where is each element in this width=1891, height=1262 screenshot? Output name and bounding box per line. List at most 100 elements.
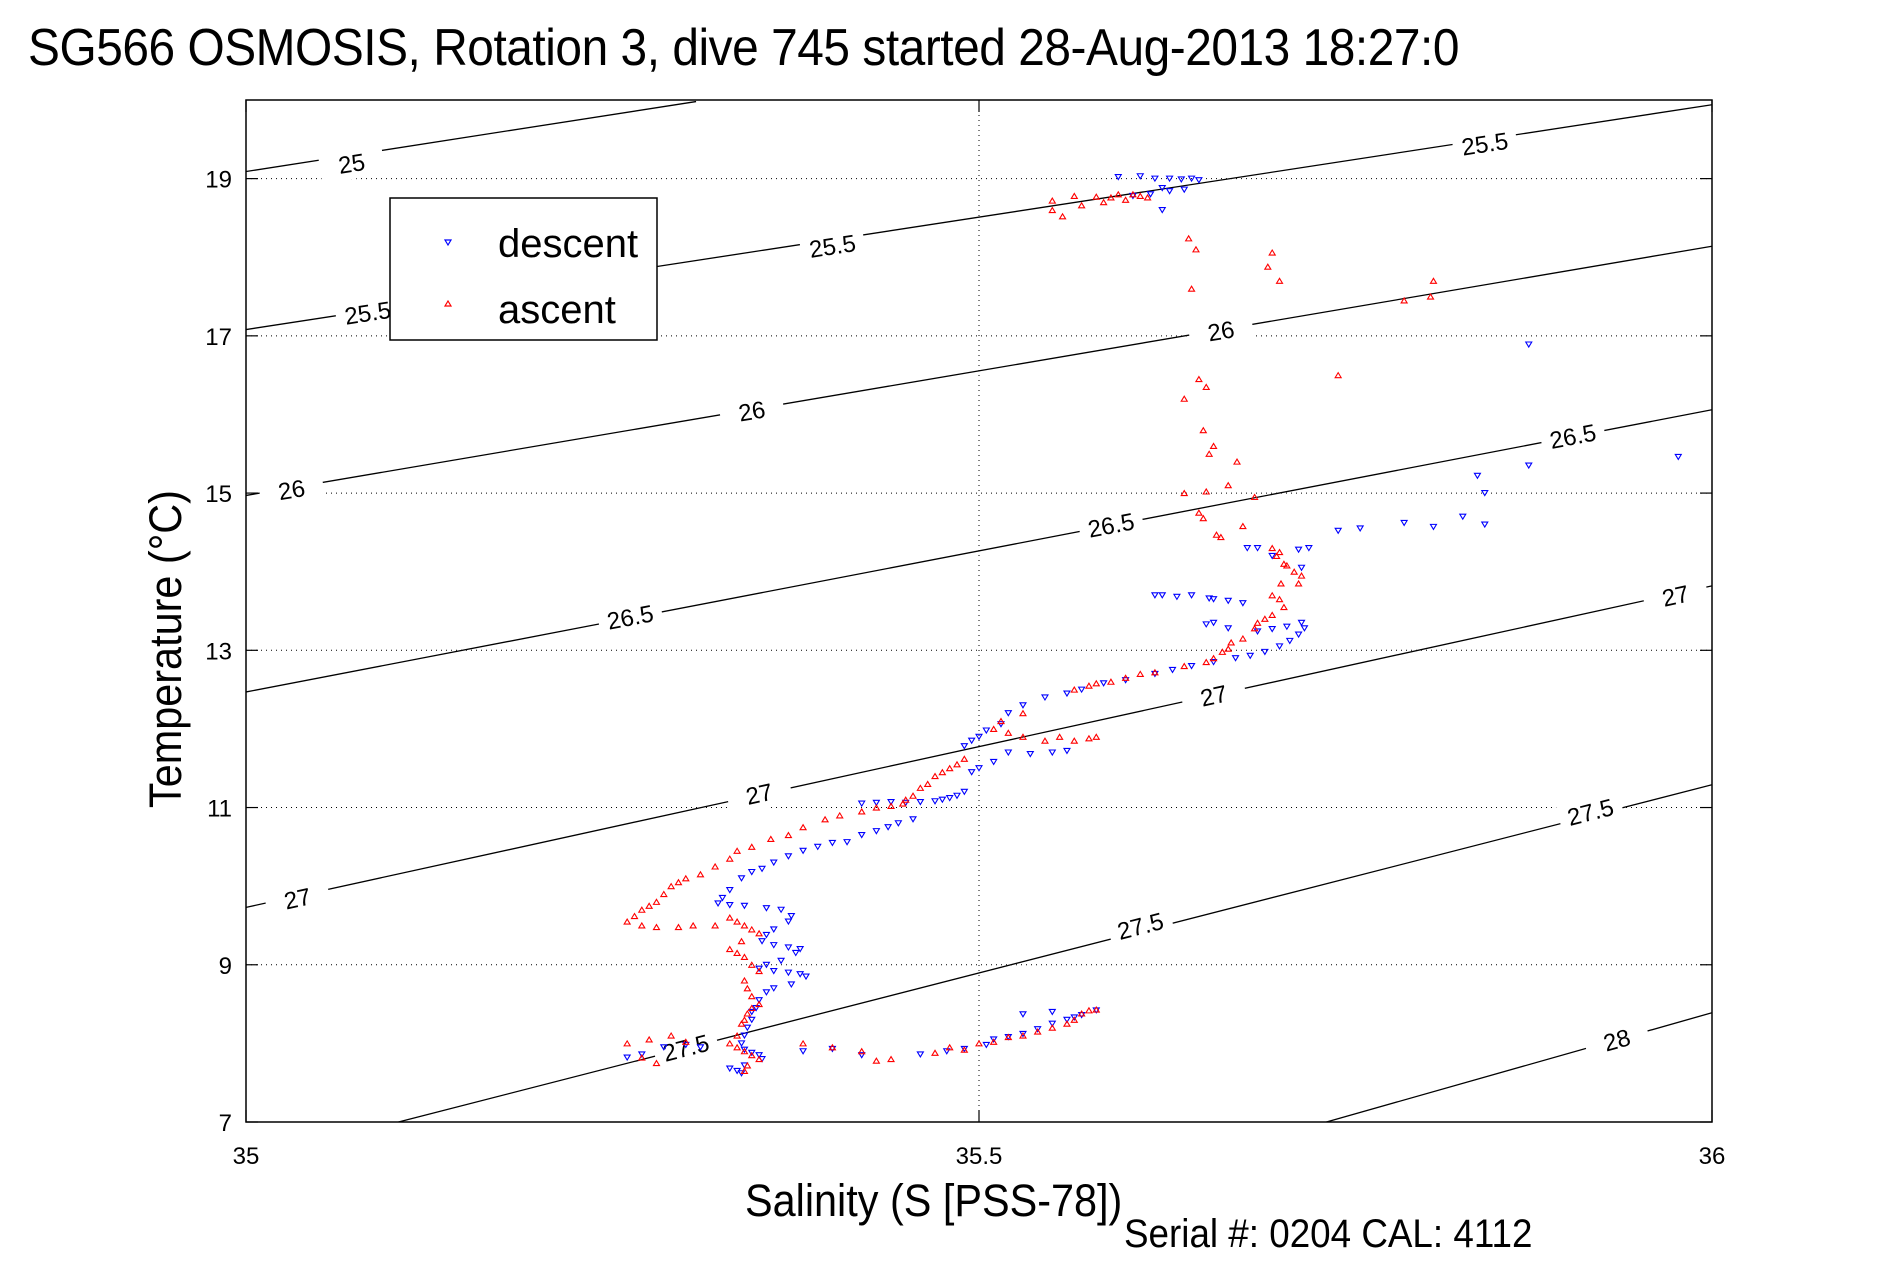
ascent-point — [1084, 734, 1093, 742]
isopycnal-label: 27 — [282, 883, 314, 915]
ascent-point — [740, 976, 749, 984]
ascent-point — [1268, 544, 1277, 552]
ascent-point — [997, 717, 1005, 725]
descent-point — [1285, 637, 1294, 645]
ascent-point — [733, 917, 742, 925]
descent-point — [1356, 525, 1365, 533]
ascent-point — [1019, 1031, 1027, 1039]
ascent-point — [747, 843, 756, 850]
descent-point — [1165, 175, 1174, 183]
ascent-point — [1199, 514, 1208, 522]
axis-ticks: 35 35.5 36 7 9 11 13 15 17 19 — [205, 100, 1725, 1170]
isopycnal-line — [246, 245, 1712, 497]
descent-point — [777, 957, 786, 965]
ascent-point — [1180, 662, 1189, 670]
descent-point — [725, 887, 734, 894]
descent-point — [796, 945, 805, 953]
ascent-point — [989, 1038, 998, 1045]
chart-title: SG566 OSMOSIS, Rotation 3, dive 745 star… — [28, 19, 1460, 77]
ascent-point — [1092, 733, 1101, 740]
ascent-point — [1260, 615, 1269, 622]
ascent-point — [743, 984, 752, 992]
ascent-point — [1058, 212, 1067, 220]
legend-box — [389, 197, 658, 341]
ascent-point — [1199, 426, 1208, 434]
legend-descent-label: descent — [498, 222, 638, 266]
descent-point — [755, 997, 764, 1004]
descent-point — [747, 1008, 756, 1016]
isopycnal-line — [398, 784, 1712, 1122]
ascent-point — [1048, 1024, 1057, 1031]
descent-point — [813, 843, 822, 851]
descent-point — [777, 906, 786, 914]
ascent-point — [1019, 709, 1027, 717]
ascent-point — [1136, 192, 1145, 199]
ascent-point — [1334, 371, 1343, 379]
isopycnal-label-bg — [1186, 309, 1256, 352]
ascent-point — [1268, 611, 1277, 618]
descent-point — [1048, 1020, 1057, 1028]
descent-point — [1268, 626, 1277, 633]
ascent-point — [689, 921, 698, 929]
descent-point — [1194, 177, 1203, 184]
descent-point — [758, 938, 767, 945]
ascent-point — [1092, 1006, 1101, 1013]
ascent-point — [1268, 248, 1277, 256]
ascent-point — [755, 967, 764, 975]
legend-ascent-label: ascent — [498, 288, 616, 332]
ascent-point — [975, 1039, 983, 1047]
descent-point — [1048, 1008, 1057, 1016]
isopycnal-label-bg — [1555, 788, 1626, 835]
ascent-point — [755, 1055, 764, 1063]
ascent-point — [1202, 383, 1211, 390]
ascent-point — [1004, 1033, 1013, 1041]
descent-point — [1136, 173, 1145, 180]
isopycnal-label-bg — [333, 291, 402, 333]
isopycnal-line — [1326, 1012, 1712, 1122]
ascent-point — [887, 1055, 896, 1063]
y-axis-label: Temperature (°C) — [140, 490, 191, 808]
ascent-point — [630, 912, 639, 920]
ascent-point — [740, 921, 749, 929]
descent-point — [1033, 1026, 1042, 1033]
ascent-point — [1048, 206, 1057, 214]
ascent-point — [1121, 196, 1130, 203]
isopycnal-label: 27 — [743, 779, 775, 811]
descent-point — [769, 926, 778, 933]
descent-point — [1187, 592, 1196, 599]
descent-point — [1282, 623, 1291, 631]
descent-point — [791, 949, 800, 957]
descent-point — [1224, 597, 1233, 605]
descent-point — [1062, 747, 1071, 755]
descent-point — [762, 905, 771, 912]
ascent-point — [1150, 668, 1159, 676]
ascent-point — [1184, 234, 1193, 242]
isopycnal-label: 26 — [737, 396, 768, 427]
ascent-point — [821, 815, 830, 823]
ascent-point — [989, 725, 998, 732]
descent-point — [960, 743, 969, 750]
descent-point — [696, 1044, 705, 1051]
descent-point — [769, 985, 778, 992]
descent-point — [975, 765, 983, 772]
descent-point — [1099, 680, 1108, 687]
descent-point — [982, 1041, 991, 1049]
ascent-point — [1187, 285, 1196, 292]
isopycnal-label-bg — [1105, 902, 1176, 949]
y-tick-label: 17 — [205, 324, 232, 351]
descent-point — [1260, 648, 1269, 656]
descent-point — [1150, 670, 1159, 678]
ascent-point — [1128, 190, 1137, 198]
ascent-point — [1180, 395, 1189, 402]
y-tick-label: 9 — [219, 953, 232, 980]
isopycnal-label-bg — [1076, 502, 1146, 547]
descent-point — [1458, 513, 1467, 521]
ascent-point — [747, 1004, 756, 1012]
x-axis-label: Salinity (S [PSS-78]) — [745, 1175, 1123, 1226]
descent-point — [755, 1052, 764, 1059]
ascent-point — [960, 755, 969, 762]
ascent-point — [1048, 197, 1057, 204]
ascent-point — [1275, 548, 1284, 556]
isopycnal-label-bg — [1178, 672, 1249, 718]
descent-point — [1294, 546, 1303, 554]
